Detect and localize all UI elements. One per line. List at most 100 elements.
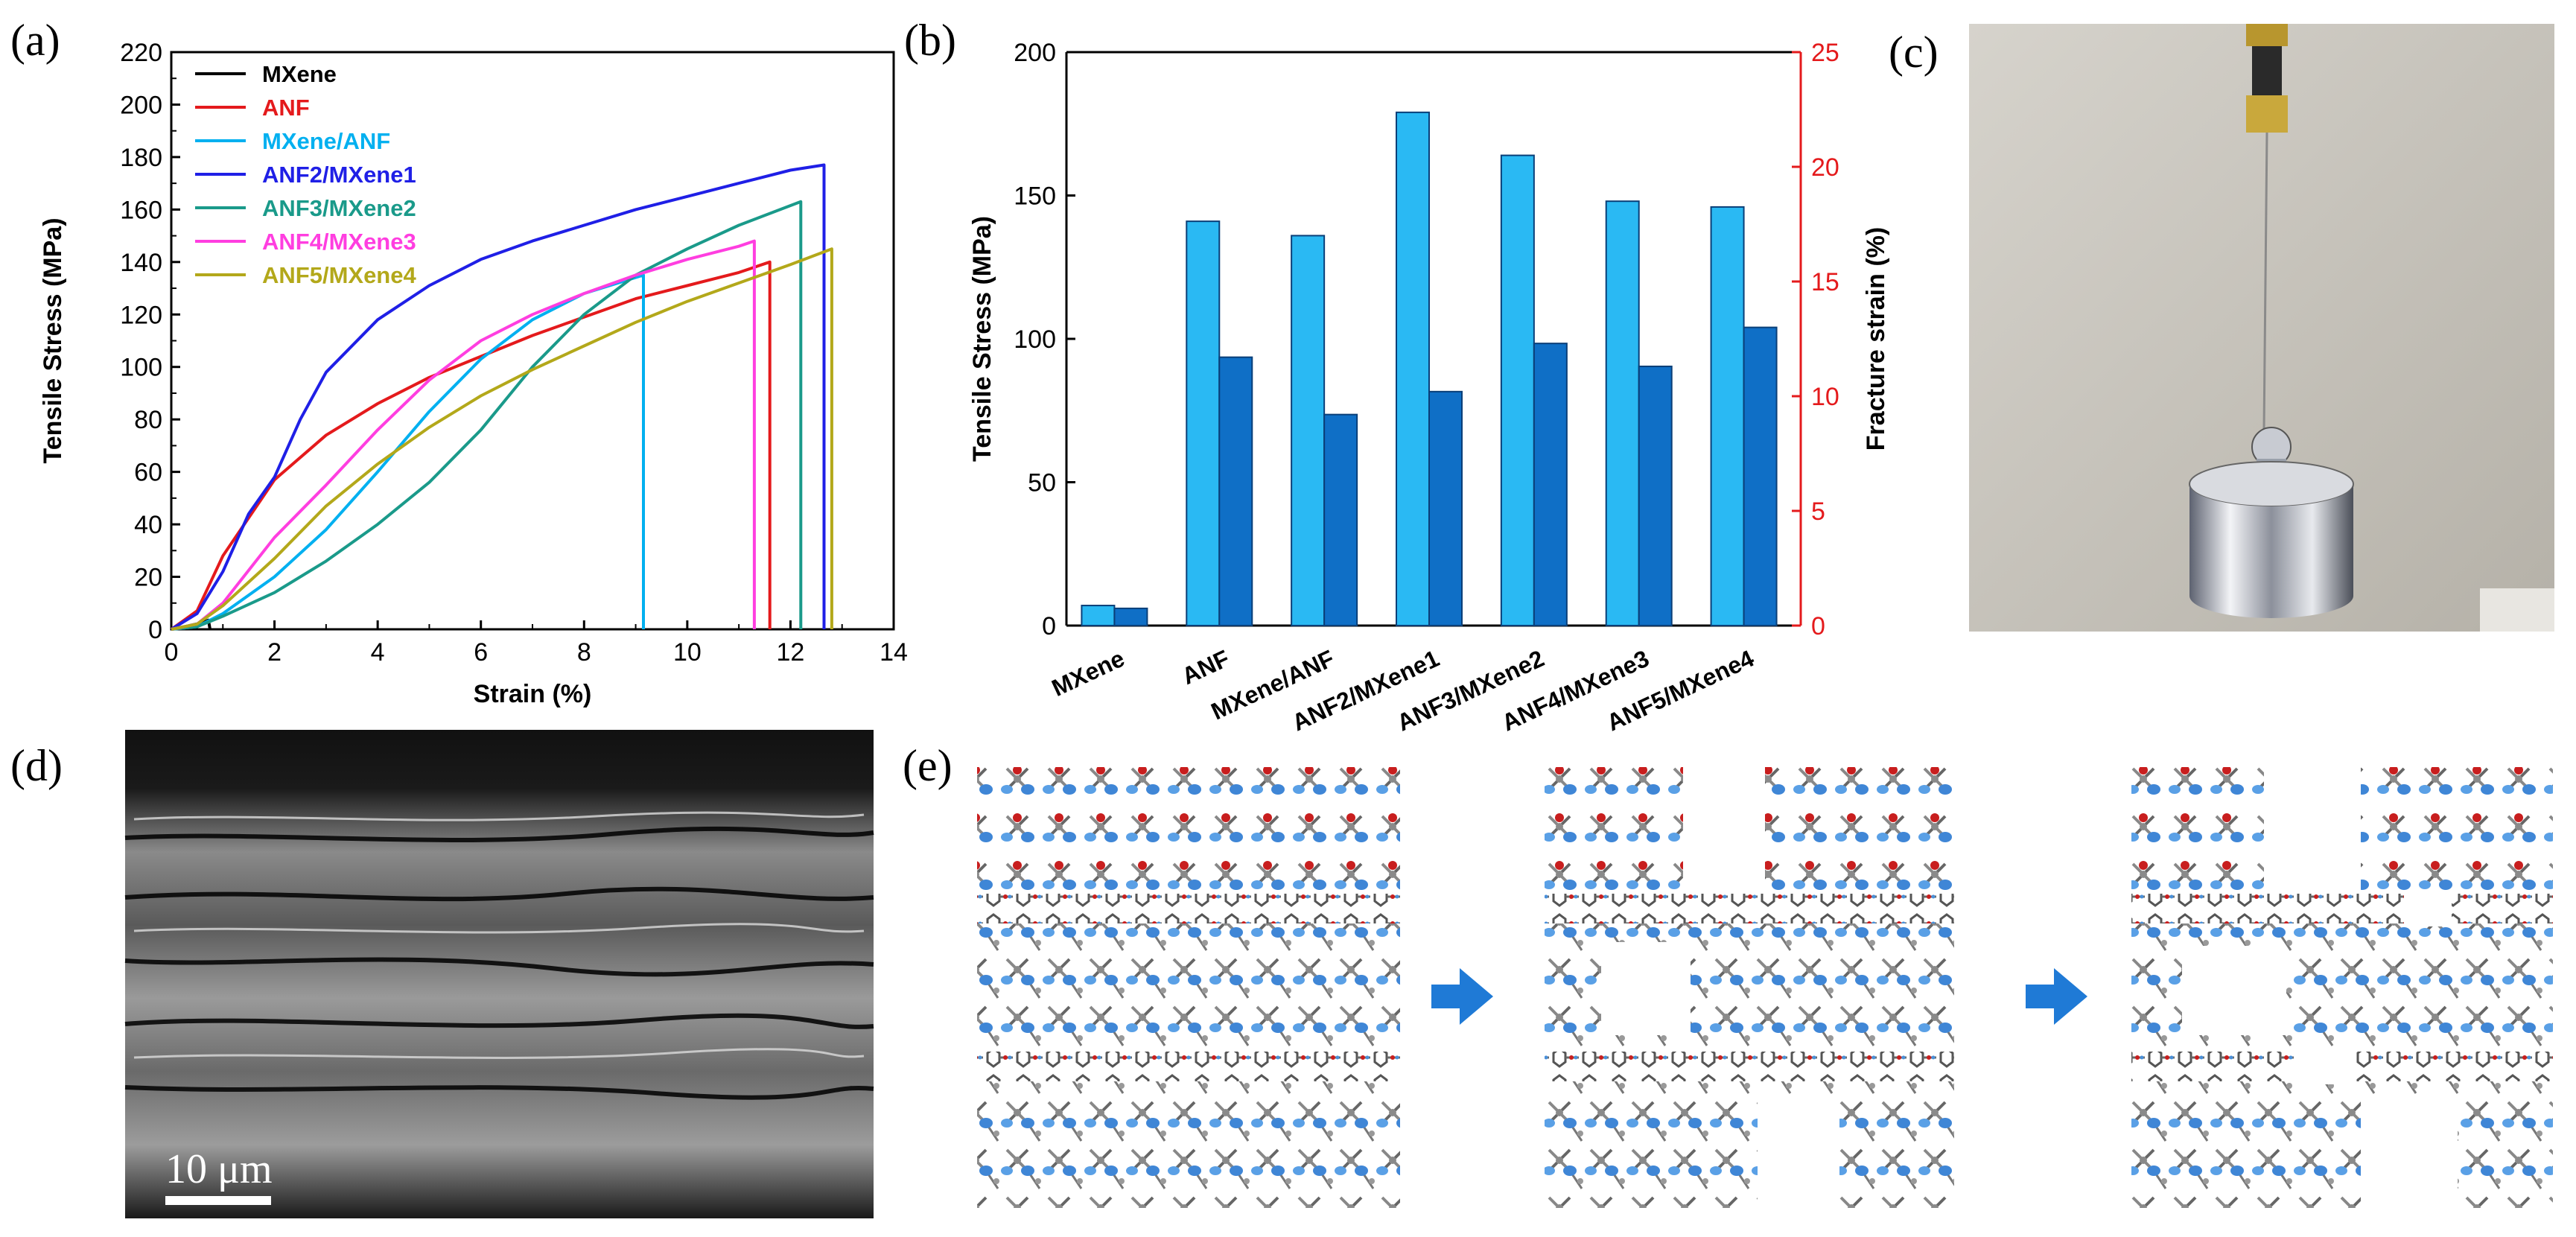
chart-b-y2tick-label: 20 [1811,153,1839,182]
chart-a-legend-label: ANF5/MXene4 [262,262,416,288]
crack-2a [1683,767,1765,894]
chart-a-series [170,163,833,631]
chart-a-ytick-label: 80 [134,406,162,434]
chart-b-ytick-label: 200 [1014,39,1056,67]
clamp-bottom [2246,95,2288,133]
chart-a-xtick-label: 4 [371,638,385,667]
crack-2b [1601,942,1691,1035]
chart-a-series-line [170,163,826,631]
chart-b-bar-stress [1500,154,1535,627]
chart-b-y2tick-label: 10 [1811,383,1839,411]
schematic-stage-1 [977,767,1400,1208]
chart-a-series-line [171,239,756,631]
photo-floor-strip [2480,588,2554,632]
chart-a-series-line [170,260,772,631]
chart-b-bar-stress [1186,220,1221,626]
chart-a-legend-label: MXene [262,61,337,87]
chart-a-axes: 0 2 4 6 8 10 12 1402040608010012014016018020022… [120,39,908,667]
sem-image [125,730,874,1218]
chart-a-legend-label: ANF [262,95,310,121]
chart-b-bar-strain [1533,343,1568,626]
crack-2c [1758,1098,1839,1208]
weight-body [2189,484,2353,618]
chart-b-bar-stress [1710,206,1745,626]
panel-label-d: (d) [10,741,63,790]
chart-b-bar-stress [1291,235,1326,626]
schematic-stage-2 [1545,767,1954,1208]
chart-a-ytick-label: 20 [134,564,162,592]
chart-b-bar-stress [1081,605,1116,626]
panel-label-b: (b) [904,16,956,65]
chart-b-y2tick-label: 5 [1811,497,1825,526]
chart-b-category-label: ANF [1177,645,1233,690]
chart-a-ytick-label: 60 [134,459,162,487]
sem-cross-section: 10 μm [124,730,874,1218]
film-strip [2262,132,2268,431]
sem-layers [124,826,874,1100]
chart-a-stress-strain: 0 2 4 6 8 10 12 1402040608010012014016018020022… [39,39,908,708]
chart-a-ytick-label: 40 [134,511,162,539]
panel-label-c: (c) [1889,28,1939,77]
chart-a-series-line [171,247,833,631]
chart-a-ytick-label: 160 [120,196,162,224]
chart-a-ytick-label: 200 [120,91,162,119]
chart-a-ytick-label: 120 [120,301,162,329]
photo-hanging-weight [1969,24,2554,632]
chart-b-bar-strain [1743,326,1778,626]
crack-3b [2404,891,2452,926]
chart-b-y2label: Fracture strain (%) [1862,227,1890,451]
weight-top [2189,461,2354,507]
chart-a-ytick-label: 140 [120,249,162,277]
chart-a-xtick-label: 14 [880,638,908,667]
chart-b-bar-strain [1218,356,1253,626]
chart-a-xtick-label: 12 [777,638,805,667]
chart-a-xtick-label: 6 [474,638,488,667]
chart-a-legend-label: ANF4/MXene3 [262,229,416,255]
chart-b-ytick-label: 50 [1028,469,1056,497]
chart-b-ylabel: Tensile Stress (MPa) [968,216,996,462]
crack-3a [2264,767,2361,894]
crack-3e [2361,1095,2458,1208]
chart-b-ytick-label: 100 [1014,325,1056,354]
chart-b-category-label: MXene [1048,645,1129,702]
chart-b-y2tick-label: 25 [1811,39,1839,67]
chart-a-ytick-label: 180 [120,144,162,172]
chart-b-bar-stress [1605,200,1640,626]
chart-a-xtick-label: 10 [673,638,702,667]
chart-b-bar-strain [1428,390,1463,627]
chart-b-ytick-label: 0 [1042,612,1056,640]
chart-b-bar-strain [1113,607,1148,627]
chart-a-xlabel: Strain (%) [474,680,592,708]
chart-b-bar-stress [1396,111,1430,627]
panel-label-a: (a) [10,16,60,65]
chart-a-legend-label: ANF3/MXene2 [262,195,416,221]
arrow-1 [1431,968,1493,1025]
chart-a-ytick-label: 0 [148,616,162,644]
chart-b-bar-strain [1638,365,1673,626]
crack-3d [2294,1049,2353,1084]
chart-b-bars [1081,111,1778,627]
chart-b-categories: MXene ANFMXene/ANFANF2/MXene1ANF3/MXene2A… [1048,645,1758,737]
arrow-2 [2026,968,2087,1025]
chart-a-ytick-label: 220 [120,39,162,67]
panel-label-e: (e) [903,741,953,790]
chart-a-ylabel: Tensile Stress (MPa) [39,217,67,463]
sem-highlights [133,811,865,1059]
chart-b-ytick-label: 150 [1014,182,1056,211]
chart-a-xtick-label: 2 [267,638,282,667]
chart-a-legend-label: ANF2/MXene1 [262,162,416,188]
scale-bar [165,1196,271,1205]
schematic-stage-3 [2131,767,2553,1208]
fracture-schematic [977,767,2553,1208]
clamp-top [2246,24,2288,46]
clamp-body [2252,46,2282,98]
chart-b-y2tick-label: 15 [1811,268,1839,296]
chart-a-series-line [171,200,803,631]
scale-bar-label: 10 μm [165,1146,273,1192]
chart-a-legend: MXene ANF MXene/ANF ANF2/MXene1 ANF3/MXene2 A… [195,61,416,288]
chart-b-bar-strain [1323,413,1358,626]
chart-b-y2tick-label: 0 [1811,612,1825,640]
crack-3c [2182,946,2286,1035]
